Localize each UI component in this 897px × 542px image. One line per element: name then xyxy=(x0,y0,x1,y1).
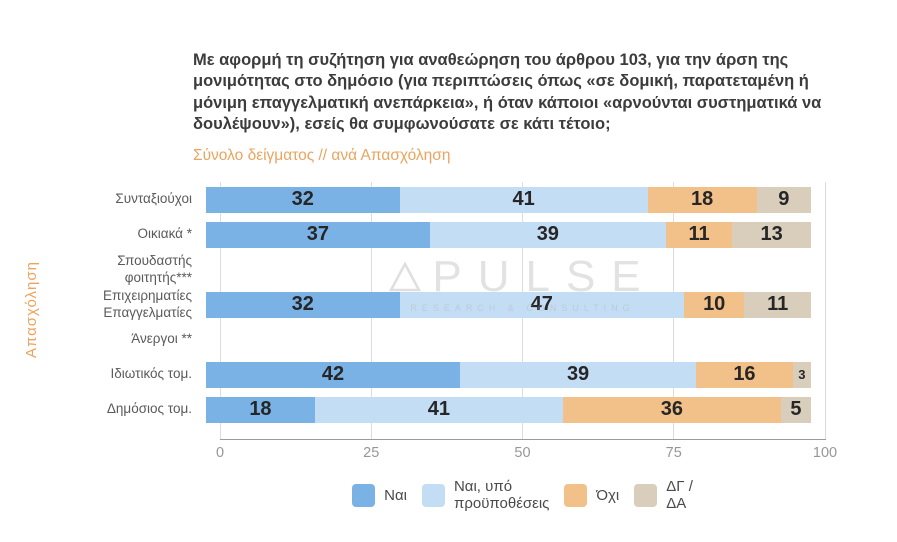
bar-segment: 3 xyxy=(792,361,811,388)
bar-segment: 32 xyxy=(206,186,400,213)
bar-segment: 47 xyxy=(399,291,684,318)
chart-row: Ιδιωτικός τομ. 42 39 16 3 xyxy=(0,357,897,392)
bar-track: 42 39 16 3 xyxy=(206,361,811,388)
category-label: Οικιακά * xyxy=(137,226,192,242)
bar-segment: 36 xyxy=(562,396,781,423)
bar-segment: 42 xyxy=(206,361,461,388)
category-label: Δημόσιος τομ. xyxy=(106,401,192,417)
bar-segment: 9 xyxy=(756,186,811,213)
bar-track: 32 41 18 9 xyxy=(206,186,811,213)
chart-rows: Συνταξιούχοι 32 41 18 9 Οικιακά * 37 39 11 13 Σπου… xyxy=(0,182,897,427)
bar-value-label: 41 xyxy=(427,398,451,420)
legend-swatch xyxy=(564,483,588,507)
chart-row: Οικιακά * 37 39 11 13 xyxy=(0,217,897,252)
legend-item: Ναι xyxy=(352,483,407,507)
chart-row: Επιχειρηματίες Επαγγελματίες 32 47 10 11 xyxy=(0,287,897,322)
legend-label: ΔΓ / ΔΑ xyxy=(666,478,693,513)
chart-legend: Ναι Ναι, υπό προϋποθέσεις Όχι ΔΓ / ΔΑ xyxy=(220,478,825,513)
bar-value-label: 18 xyxy=(690,188,714,210)
bar-segment: 11 xyxy=(744,291,811,318)
bar-segment: 10 xyxy=(683,291,745,318)
bar-value-label: 36 xyxy=(660,398,683,420)
bar-value-label: 42 xyxy=(321,363,345,385)
legend-item: Ναι, υπό προϋποθέσεις xyxy=(421,478,550,513)
bar-track: 18 41 36 5 xyxy=(206,396,811,423)
bar-segment: 5 xyxy=(780,396,811,423)
bar-value-label: 9 xyxy=(778,188,790,210)
chart-row: Δημόσιος τομ. 18 41 36 5 xyxy=(0,392,897,427)
bar-value-label: 32 xyxy=(291,188,314,210)
bar-track: 37 39 11 13 xyxy=(206,221,811,248)
bar-track: 32 47 10 11 xyxy=(206,291,811,318)
bar-segment: 11 xyxy=(665,221,733,248)
bar-segment: 39 xyxy=(429,221,666,248)
bar-segment: 16 xyxy=(696,361,793,388)
bar-value-label: 11 xyxy=(767,293,789,315)
chart-subtitle: Σύνολο δείγματος // ανά Απασχόληση xyxy=(193,147,451,164)
bar-segment: 18 xyxy=(206,396,315,423)
category-label: Επιχειρηματίες Επαγγελματίες xyxy=(102,288,192,320)
bar-value-label: 18 xyxy=(249,398,272,420)
legend-item: Όχι xyxy=(564,483,620,507)
stacked-bar-chart: Συνταξιούχοι 32 41 18 9 Οικιακά * 37 39 11 13 Σπου… xyxy=(0,182,897,461)
gridline xyxy=(824,182,826,439)
bar-value-label: 13 xyxy=(760,223,783,245)
bar-value-label: 11 xyxy=(688,223,710,245)
bar-value-label: 47 xyxy=(530,293,553,315)
legend-item: ΔΓ / ΔΑ xyxy=(634,478,693,513)
bar-segment: 37 xyxy=(206,221,430,248)
bar-segment: 41 xyxy=(399,186,648,213)
bar-value-label: 3 xyxy=(798,367,806,382)
legend-label: Ναι xyxy=(384,486,407,504)
bar-value-label: 39 xyxy=(536,223,559,245)
chart-row: Συνταξιούχοι 32 41 18 9 xyxy=(0,182,897,217)
x-tick-label: 100 xyxy=(812,445,838,461)
category-label: Άνεργοι ** xyxy=(131,331,192,347)
bar-value-label: 16 xyxy=(733,363,756,385)
bar-segment: 32 xyxy=(206,291,400,318)
bar-segment: 18 xyxy=(647,186,757,213)
x-axis-line xyxy=(220,439,826,440)
category-label: Ιδιωτικός τομ. xyxy=(110,366,192,382)
bar-value-label: 41 xyxy=(512,188,535,210)
legend-label: Όχι xyxy=(596,486,620,504)
bar-track xyxy=(206,257,811,283)
legend-swatch xyxy=(421,483,445,507)
legend-swatch xyxy=(634,483,658,507)
x-tick-label: 25 xyxy=(363,445,380,461)
bar-segment: 41 xyxy=(314,396,563,423)
x-tick-label: 75 xyxy=(665,445,682,461)
x-tick-label: 50 xyxy=(514,445,531,461)
chart-row: Σπουδαστής φοιτητής*** xyxy=(0,252,897,287)
legend-label: Ναι, υπό προϋποθέσεις xyxy=(453,478,550,513)
bar-segment: 13 xyxy=(732,221,811,248)
bar-value-label: 10 xyxy=(703,293,726,315)
bar-segment: 39 xyxy=(460,361,697,388)
bar-value-label: 37 xyxy=(306,223,330,245)
category-label: Σπουδαστής φοιτητής*** xyxy=(117,253,192,285)
bar-track xyxy=(206,327,811,353)
category-label: Συνταξιούχοι xyxy=(115,191,192,207)
bar-value-label: 5 xyxy=(790,398,802,420)
x-axis-ticks: 0 25 50 75 100 xyxy=(216,445,837,465)
chart-title: Με αφορμή τη συζήτηση για αναθεώρηση του… xyxy=(193,51,822,134)
legend-swatch xyxy=(352,483,376,507)
x-tick-label: 0 xyxy=(215,445,225,461)
bar-value-label: 39 xyxy=(566,363,590,385)
bar-value-label: 32 xyxy=(291,293,314,315)
chart-row: Άνεργοι ** xyxy=(0,322,897,357)
